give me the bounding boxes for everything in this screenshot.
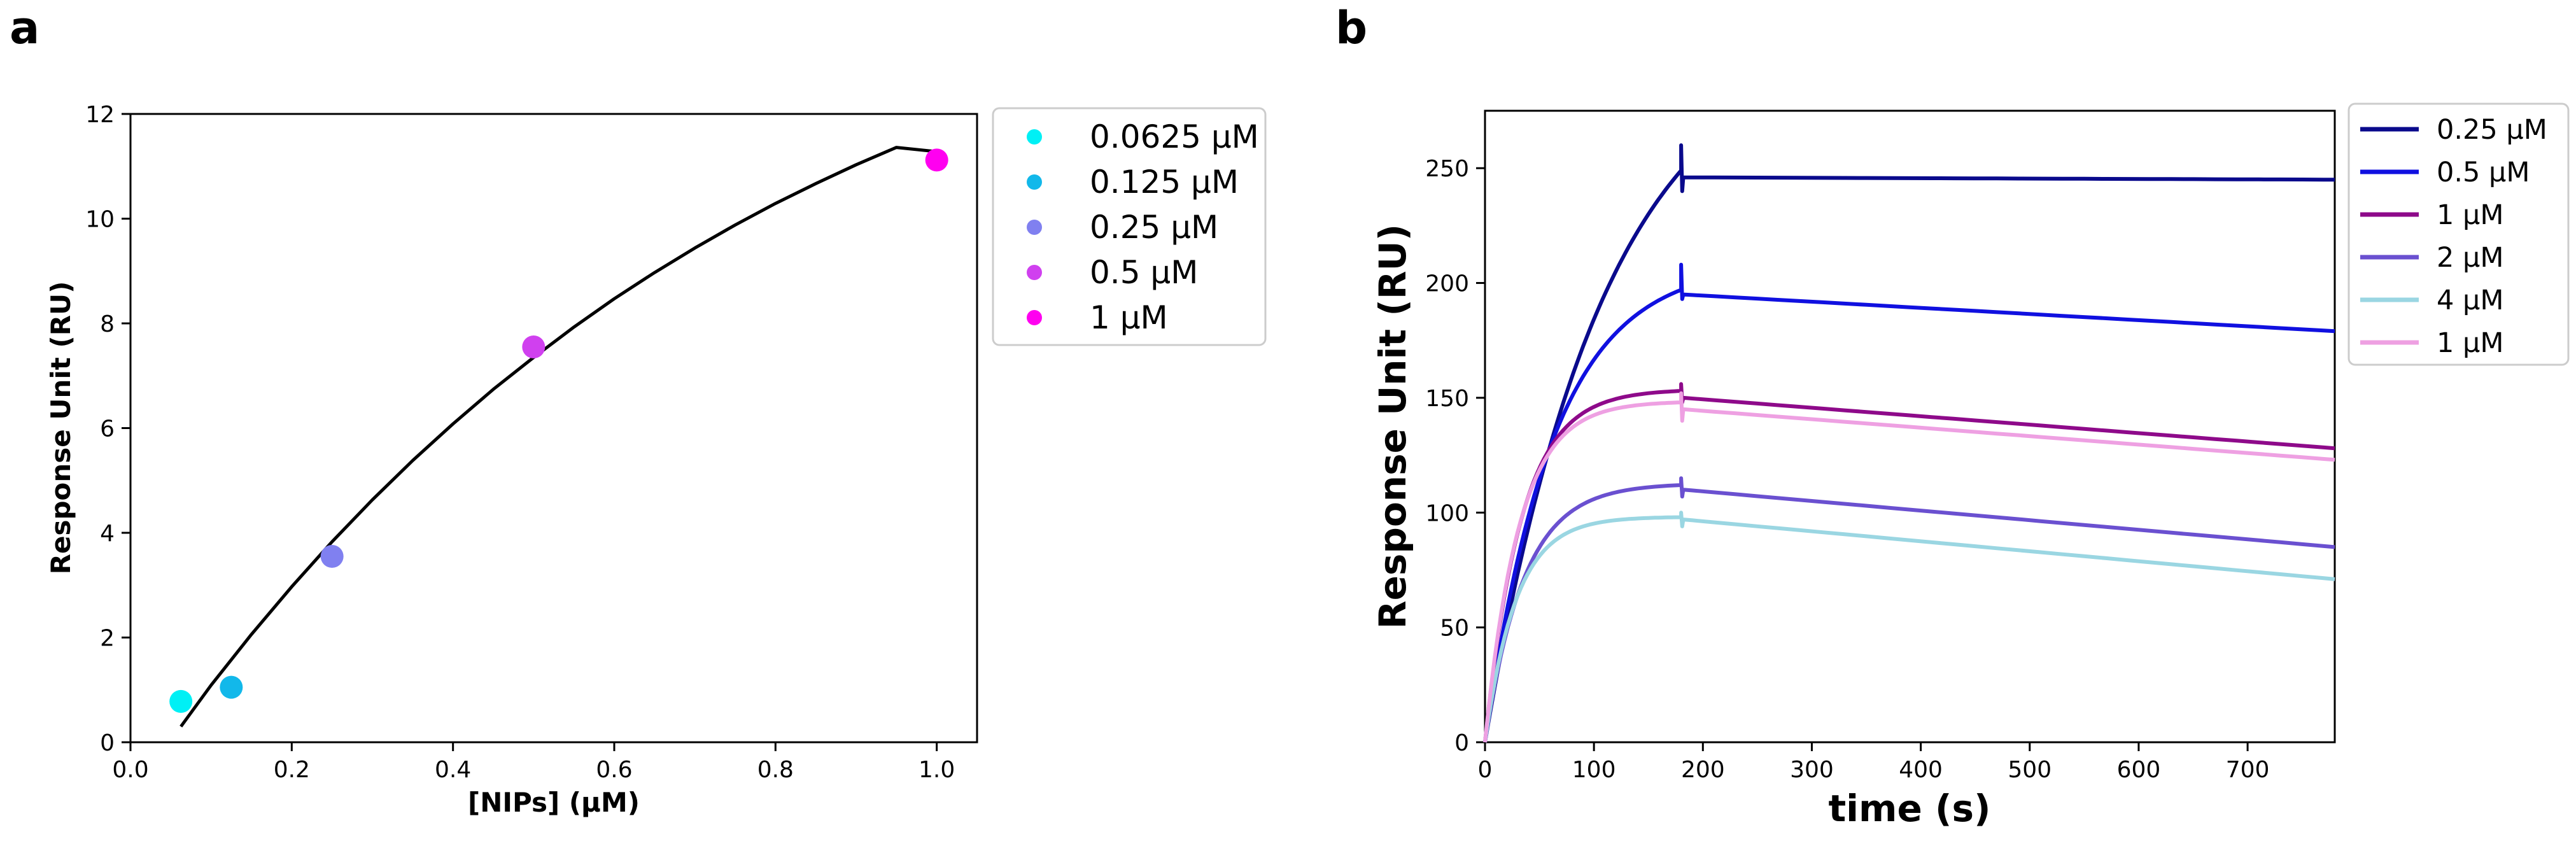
legend-label: 0.25 μM [1090,209,1218,246]
x-tick-label: 0.2 [274,757,310,783]
data-point [522,335,545,359]
legend-a: 0.0625 μM 0.125 μM 0.25 μM 0.5 μM 1 μM [992,107,1267,346]
y-axis-label-a: Response Unit (RU) [45,281,76,575]
scatter-chart-a: 0.0 0.2 0.4 0.6 0.8 1.0 0 2 4 6 8 10 12 [NIPs] (μM)… [45,102,1267,818]
x-tick-label: 200 [1681,757,1725,783]
series-line [1483,476,2335,743]
fit-curve-group [179,146,937,728]
legend-label: 4 μM [2437,285,2503,316]
scatter-points [169,148,948,713]
y-tick-label: 0 [1454,730,1469,756]
y-tick-label: 150 [1425,386,1469,412]
data-point [320,545,344,568]
series-line [1483,143,2335,743]
panel-label-a: a [10,2,39,54]
x-axis-label-a: [NIPs] (μM) [468,787,640,818]
x-tick-label: 400 [1899,757,1943,783]
legend-label: 2 μM [2437,242,2503,274]
y-tick-label: 50 [1440,616,1469,642]
legend-b: 0.25 μM 0.5 μM 1 μM 2 μM 4 μM 1 μM [2347,102,2570,366]
x-tick-label: 600 [2117,757,2161,783]
series-line [1483,262,2335,743]
x-tick-label: 0.4 [435,757,471,783]
y-axis-label-b: Response Unit (RU) [1371,224,1414,629]
legend-label: 1 μM [1090,299,1168,336]
legend-marker [1027,220,1042,235]
y-tick-label: 250 [1425,156,1469,182]
y-axis-b: 0 50 100 150 200 250 [1425,156,1485,756]
x-tick-label: 300 [1790,757,1834,783]
y-axis-a: 0 2 4 6 8 10 12 [85,102,130,756]
legend-marker [1027,265,1042,280]
x-tick-label: 700 [2226,757,2270,783]
x-tick-label: 100 [1572,757,1616,783]
legend-marker [1027,174,1042,190]
y-tick-label: 10 [85,207,115,233]
y-tick-label: 0 [100,730,115,756]
y-tick-label: 200 [1425,271,1469,297]
x-tick-label: 0 [1478,757,1493,783]
x-tick-label: 0.8 [757,757,794,783]
series-line [1483,511,2335,743]
data-point [925,148,948,172]
plot-frame-b [1484,109,2336,744]
y-tick-label: 8 [100,311,115,337]
legend-label: 1 μM [2437,327,2503,359]
legend-label: 0.5 μM [1090,254,1198,291]
x-tick-label: 500 [2008,757,2052,783]
data-point [220,675,243,699]
y-tick-label: 2 [100,626,115,652]
legend-label: 0.25 μM [2437,114,2547,146]
series-line [1483,382,2335,743]
panel-label-b: b [1335,2,1367,54]
fit-curve [179,146,937,728]
x-tick-label: 0.0 [112,757,148,783]
y-tick-label: 100 [1425,500,1469,526]
plot-frame-a [129,113,978,744]
y-tick-label: 12 [85,102,115,128]
x-tick-label: 0.6 [596,757,632,783]
legend-frame-a [992,107,1267,346]
legend-marker [1027,310,1042,325]
legend-label: 0.0625 μM [1090,118,1259,155]
legend-marker [1027,129,1042,145]
legend-label: 1 μM [2437,199,2503,231]
data-point [169,689,193,713]
x-axis-a: 0.0 0.2 0.4 0.6 0.8 1.0 [112,742,955,783]
legend-label: 0.5 μM [2437,157,2530,188]
x-tick-label: 1.0 [918,757,955,783]
x-axis-b: 0 100 200 300 400 500 600 700 [1478,742,2270,783]
y-tick-label: 4 [100,521,115,547]
y-tick-label: 6 [100,416,115,442]
sensorgram-lines [1483,143,2335,743]
legend-label: 0.125 μM [1090,164,1239,201]
x-axis-label-b: time (s) [1828,787,1990,830]
series-line [1483,391,2335,743]
line-chart-b: 0 100 200 300 400 500 600 700 0 50 100 150 200 250 t… [1371,102,2570,830]
